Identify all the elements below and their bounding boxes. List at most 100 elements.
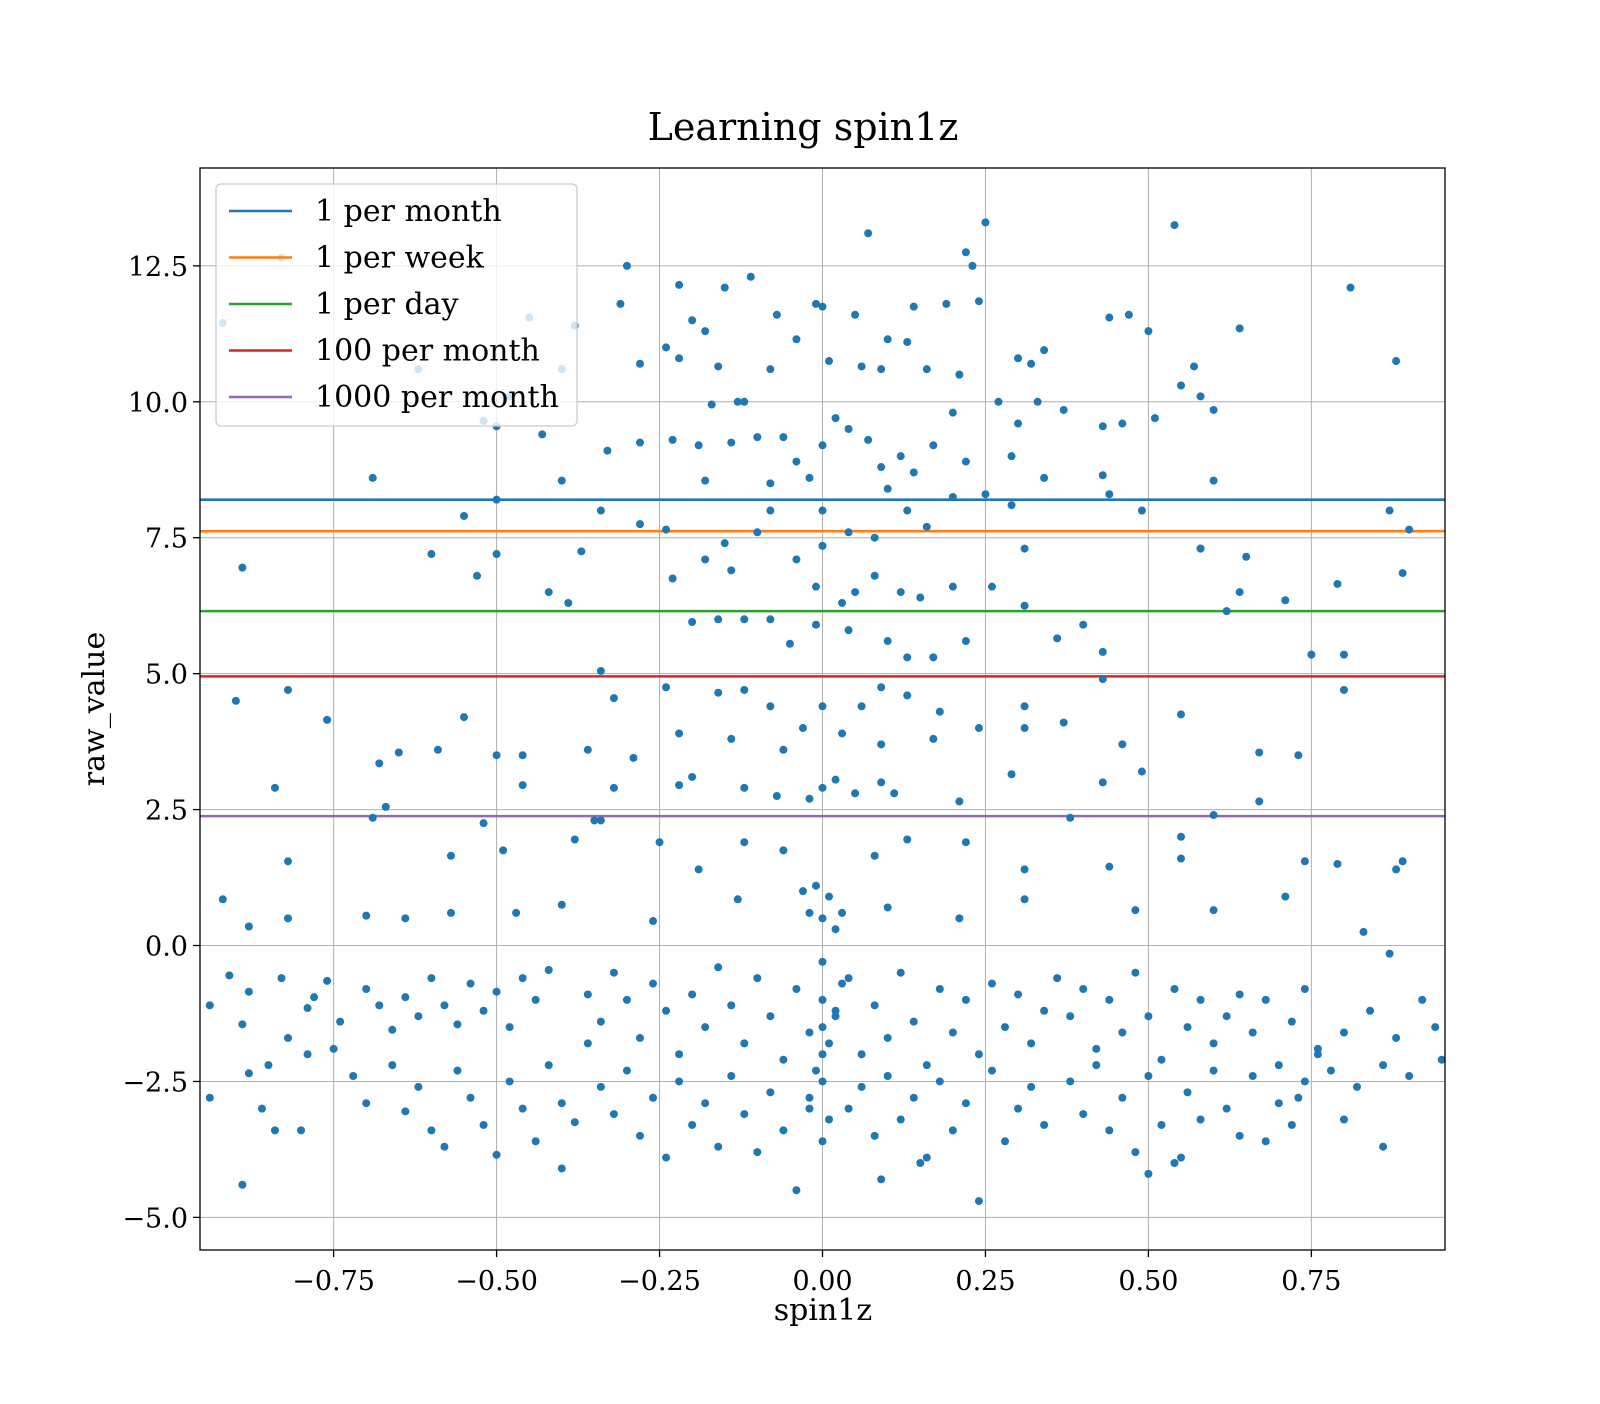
data-point [414, 1082, 423, 1091]
data-point [1105, 995, 1114, 1004]
data-point [844, 626, 853, 635]
data-point [609, 694, 618, 703]
data-point [1281, 892, 1290, 901]
data-point [512, 908, 521, 917]
data-point [635, 1033, 644, 1042]
data-point [838, 598, 847, 607]
data-point [1235, 588, 1244, 597]
data-point [903, 691, 912, 700]
data-point [1392, 357, 1401, 366]
data-point [1066, 1012, 1075, 1021]
data-point [531, 1137, 540, 1146]
data-point [987, 582, 996, 591]
data-point [492, 550, 501, 559]
data-point [375, 759, 384, 768]
data-point [1333, 859, 1342, 868]
data-point [538, 430, 547, 439]
data-point [1294, 751, 1303, 760]
data-point [362, 911, 371, 920]
data-point [1248, 1028, 1257, 1037]
data-point [909, 468, 918, 477]
data-point [916, 1159, 925, 1168]
data-point [714, 615, 723, 624]
data-point [903, 835, 912, 844]
data-point [283, 914, 292, 923]
data-point [935, 707, 944, 716]
data-point [596, 506, 605, 515]
data-point [1209, 1039, 1218, 1048]
data-point [1300, 857, 1309, 866]
data-point [961, 248, 970, 257]
data-point [1222, 1104, 1231, 1113]
data-point [818, 1077, 827, 1086]
data-point [362, 985, 371, 994]
data-point [811, 620, 820, 629]
x-tick-label: −0.25 [618, 1266, 701, 1297]
data-point [570, 835, 579, 844]
data-point [583, 745, 592, 754]
y-tick-label: 0.0 [145, 932, 188, 963]
data-point [283, 1033, 292, 1042]
data-point [974, 1197, 983, 1206]
data-point [662, 343, 671, 352]
data-point [961, 995, 970, 1004]
data-point [733, 895, 742, 904]
data-point [896, 1115, 905, 1124]
data-point [1066, 813, 1075, 822]
data-point [1118, 1093, 1127, 1102]
data-point [811, 582, 820, 591]
data-point [205, 1093, 214, 1102]
data-point [1131, 968, 1140, 977]
data-point [675, 1077, 684, 1086]
data-point [1196, 995, 1205, 1004]
data-point [1014, 990, 1023, 999]
data-point [1274, 1099, 1283, 1108]
data-point [1196, 1115, 1205, 1124]
data-point [870, 1001, 879, 1010]
data-point [1379, 1142, 1388, 1151]
data-point [1079, 985, 1088, 994]
data-point [1209, 476, 1218, 485]
data-point [662, 1006, 671, 1015]
data-point [283, 857, 292, 866]
data-point [785, 639, 794, 648]
data-point [779, 846, 788, 855]
data-point [1027, 1082, 1036, 1091]
data-point [518, 974, 527, 983]
data-point [1020, 544, 1029, 553]
data-point [766, 1012, 775, 1021]
data-point [518, 1104, 527, 1113]
data-point [668, 435, 677, 444]
data-point [622, 261, 631, 270]
data-point [753, 433, 762, 442]
data-point [766, 1088, 775, 1097]
data-point [811, 1066, 820, 1075]
data-point [1177, 832, 1186, 841]
data-point [675, 781, 684, 790]
data-point [583, 1039, 592, 1048]
data-point [1020, 601, 1029, 610]
data-point [994, 397, 1003, 406]
data-point [857, 702, 866, 711]
data-point [629, 753, 638, 762]
data-point [1144, 1012, 1153, 1021]
data-point [244, 987, 253, 996]
data-point [909, 1017, 918, 1026]
y-tick-label: 12.5 [128, 252, 188, 283]
data-point [1235, 990, 1244, 999]
data-point [864, 229, 873, 238]
threshold-lines [200, 498, 1445, 818]
data-point [414, 1012, 423, 1021]
data-point [675, 729, 684, 738]
data-point [1183, 1023, 1192, 1032]
data-point [635, 359, 644, 368]
data-point [805, 473, 814, 482]
data-point [1124, 310, 1133, 319]
data-point [401, 993, 410, 1002]
data-point [1274, 1061, 1283, 1070]
data-point [974, 1050, 983, 1059]
data-point [459, 511, 468, 520]
data-point [375, 1001, 384, 1010]
data-point [818, 783, 827, 792]
data-point [596, 1082, 605, 1091]
